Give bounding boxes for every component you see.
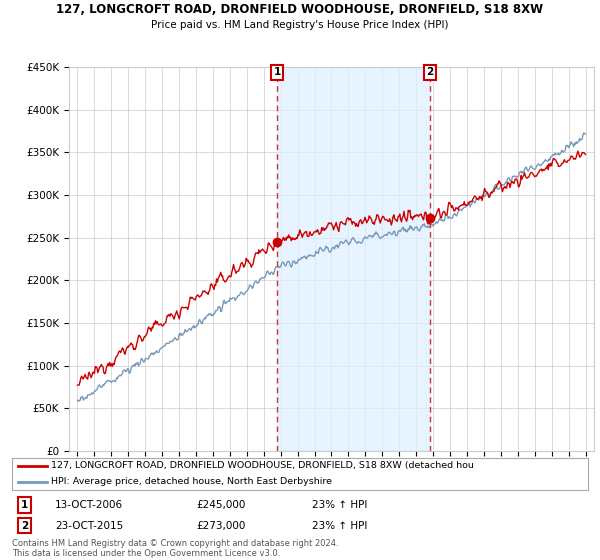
Text: 127, LONGCROFT ROAD, DRONFIELD WOODHOUSE, DRONFIELD, S18 8XW: 127, LONGCROFT ROAD, DRONFIELD WOODHOUSE… — [56, 3, 544, 16]
Bar — [277, 67, 430, 451]
Text: HPI: Average price, detached house, North East Derbyshire: HPI: Average price, detached house, Nort… — [51, 477, 332, 486]
Text: Price paid vs. HM Land Registry's House Price Index (HPI): Price paid vs. HM Land Registry's House … — [151, 20, 449, 30]
Text: 23% ↑ HPI: 23% ↑ HPI — [311, 500, 367, 510]
Text: £273,000: £273,000 — [196, 521, 245, 530]
Text: 1: 1 — [21, 500, 28, 510]
Text: 127, LONGCROFT ROAD, DRONFIELD WOODHOUSE, DRONFIELD, S18 8XW (detached hou: 127, LONGCROFT ROAD, DRONFIELD WOODHOUSE… — [51, 461, 474, 470]
Text: 1: 1 — [274, 67, 281, 77]
Text: £245,000: £245,000 — [196, 500, 245, 510]
Text: 2: 2 — [426, 67, 434, 77]
Text: 23-OCT-2015: 23-OCT-2015 — [55, 521, 124, 530]
Text: Contains HM Land Registry data © Crown copyright and database right 2024.
This d: Contains HM Land Registry data © Crown c… — [12, 539, 338, 558]
Text: 2: 2 — [21, 521, 28, 530]
Text: 23% ↑ HPI: 23% ↑ HPI — [311, 521, 367, 530]
Text: 13-OCT-2006: 13-OCT-2006 — [55, 500, 124, 510]
